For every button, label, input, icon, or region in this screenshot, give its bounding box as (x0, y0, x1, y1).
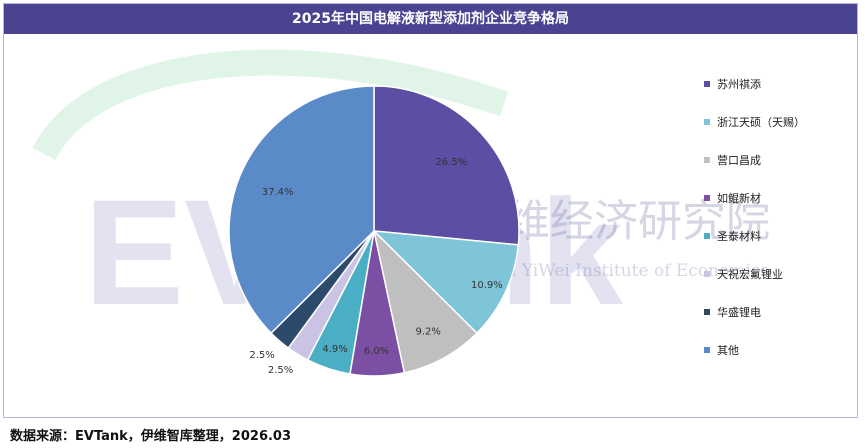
pie-data-label-2: 10.9% (471, 280, 503, 291)
pie-data-label-7: 2.5% (249, 350, 274, 361)
pie-data-label-6: 2.5% (268, 365, 293, 376)
pie-slice-1 (373, 85, 520, 246)
legend-swatch-3 (704, 157, 710, 163)
pie-data-label-3: 9.2% (415, 326, 440, 337)
pie-labels: 26.5% 10.9% 9.2% 6.0% 4.9% 2.5% 2.5% 37.4% (249, 157, 502, 376)
legend-label-5: 圣泰材料 (717, 229, 761, 243)
legend-label-7: 华盛锂电 (717, 305, 761, 319)
legend-swatch-7 (704, 309, 710, 315)
pie-slice-3 (372, 228, 478, 374)
pie-slice-8 (228, 85, 375, 335)
chart-frame: 2025年中国电解液新型添加剂企业竞争格局 EVTank 伊维 智库 伊维经济研… (3, 3, 858, 418)
chart-title: 2025年中国电解液新型添加剂企业竞争格局 (4, 4, 857, 34)
legend-swatch-2 (704, 119, 710, 125)
watermark-brand-en: China YiWei Institute of Economics (466, 261, 769, 281)
legend-swatch-1 (704, 81, 710, 87)
pie-data-label-1: 26.5% (435, 157, 467, 168)
legend-swatch-6 (704, 271, 710, 277)
legend-label-6: 天祝宏氟锂业 (717, 267, 783, 281)
pie-data-label-4: 6.0% (364, 346, 389, 357)
watermark-swoosh (32, 49, 509, 161)
legend-label-1: 苏州祺添 (717, 77, 761, 91)
pie-data-label-8: 37.4% (262, 187, 294, 198)
legend-label-2: 浙江天硕（天赐） (717, 116, 805, 129)
legend-label-3: 营口昌成 (717, 153, 761, 167)
pie-slice-2 (371, 230, 520, 335)
pie-slices (228, 85, 520, 377)
pie-chart: EVTank 伊维 智库 伊维经济研究院 China YiWei Institu… (32, 49, 805, 377)
legend-swatch-5 (704, 233, 710, 239)
pie-data-label-5: 4.9% (322, 344, 347, 355)
data-source-note: 数据来源：EVTank，伊维智库整理，2026.03 (10, 429, 292, 444)
legend-label-8: 其他 (717, 344, 739, 357)
legend-label-4: 如鲲新材 (717, 191, 761, 205)
legend-swatch-4 (704, 195, 710, 201)
legend-swatch-8 (704, 347, 710, 353)
